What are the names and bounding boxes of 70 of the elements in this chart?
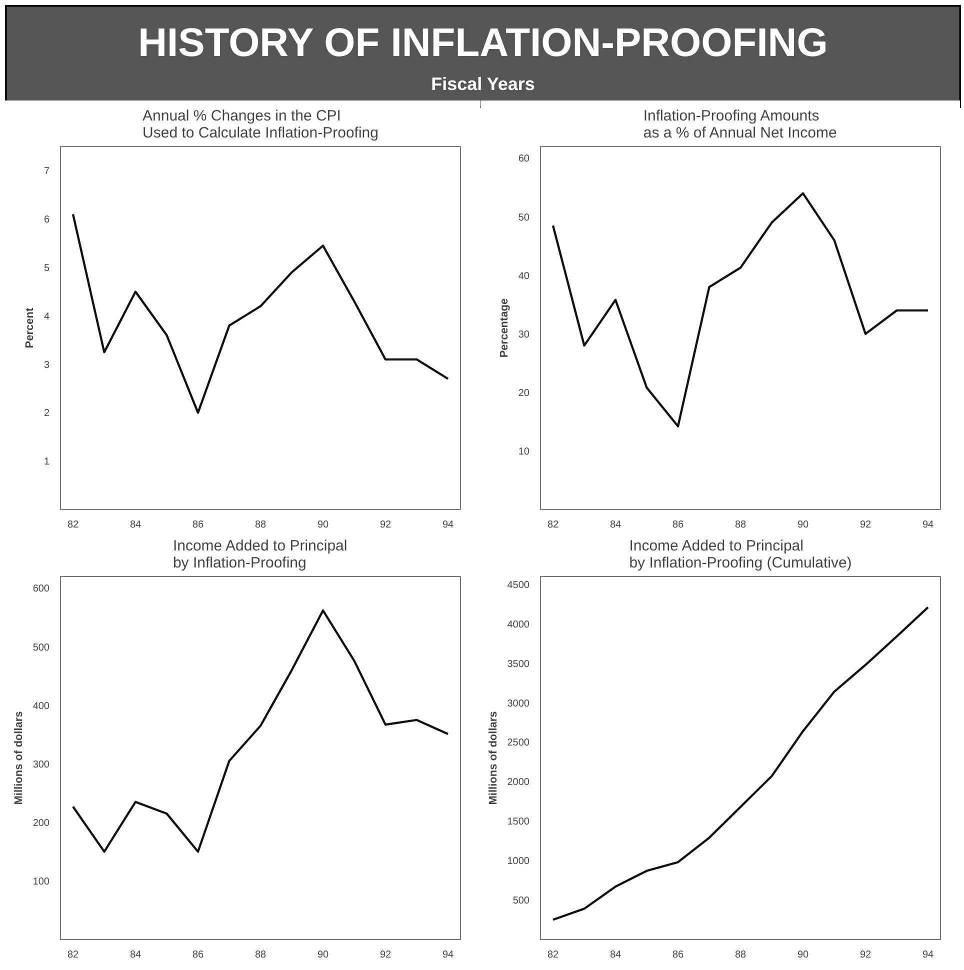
line-series [72, 609, 450, 853]
x-tick-label: 94 [442, 520, 454, 530]
line-series [72, 213, 450, 414]
x-tick-label: 94 [442, 950, 454, 960]
y-tick-label: 200 [32, 818, 50, 829]
x-tick-label: 92 [860, 520, 872, 530]
chart-title: Inflation-Proofing Amounts as a % of Annual Net Income [643, 108, 837, 142]
x-tick-label: 94 [922, 520, 934, 530]
y-tick-label: 10 [518, 446, 530, 458]
x-tick-label: 92 [380, 520, 392, 530]
chart-title: Income Added to Principal by Inflation-Proofing [172, 538, 348, 572]
x-tick-label: 92 [380, 950, 392, 960]
y-tick-label: 4500 [507, 580, 530, 591]
chart-title: Income Added to Principal by Inflation-Proofing (Cumulative) [629, 538, 852, 572]
y-tick-label: 20 [518, 388, 530, 399]
line-series [552, 606, 930, 921]
y-tick-label: 2500 [507, 738, 530, 749]
y-tick-label: 7 [44, 166, 50, 178]
x-tick-label: 84 [610, 520, 622, 530]
line-series [552, 192, 930, 428]
x-tick-label: 84 [610, 950, 622, 960]
y-tick-label: 100 [32, 876, 50, 888]
x-tick-label: 88 [734, 950, 746, 960]
x-tick-label: 94 [922, 950, 934, 960]
y-axis-title: Millions of dollars [487, 711, 500, 805]
x-tick-label: 92 [860, 950, 872, 960]
y-tick-label: 4 [44, 311, 50, 322]
x-tick-label: 82 [67, 520, 79, 530]
x-tick-label: 90 [797, 520, 809, 530]
x-tick-label: 90 [317, 520, 329, 530]
x-tick-label: 86 [192, 950, 204, 960]
chart-title: Annual % Changes in the CPI Used to Calculate Inflation-Proofing [142, 108, 378, 142]
y-axis-title: Percentage [498, 298, 510, 358]
y-tick-label: 60 [518, 154, 530, 165]
y-tick-label: 4000 [507, 619, 530, 630]
y-tick-label: 3 [44, 360, 50, 371]
y-tick-label: 50 [518, 212, 530, 224]
y-tick-label: 400 [32, 700, 50, 712]
x-tick-label: 90 [797, 950, 809, 960]
text: HISTORY OF INFLATION-PROOFING [137, 20, 829, 67]
x-tick-label: 86 [672, 520, 684, 530]
y-tick-label: 1000 [507, 856, 530, 868]
y-tick-label: 300 [32, 759, 50, 770]
y-axis-title: Percent [24, 307, 36, 348]
y-tick-label: 1 [44, 456, 50, 468]
y-tick-label: 2 [44, 408, 50, 420]
x-tick-label: 84 [130, 520, 142, 530]
y-tick-label: 500 [512, 896, 530, 907]
y-tick-label: 5 [44, 263, 50, 274]
y-tick-label: 40 [518, 270, 530, 282]
x-tick-label: 88 [254, 950, 266, 960]
x-tick-label: 86 [672, 950, 684, 960]
y-tick-label: 1500 [507, 816, 530, 828]
x-tick-label: 86 [192, 520, 204, 530]
y-tick-label: 2000 [507, 777, 530, 788]
x-tick-label: 88 [734, 520, 746, 530]
y-tick-label: 600 [32, 584, 50, 595]
y-tick-label: 500 [32, 642, 50, 654]
x-tick-label: 82 [547, 950, 559, 960]
y-tick-label: 3000 [507, 698, 530, 710]
text: Fiscal Years [430, 73, 536, 96]
y-tick-label: 3500 [507, 658, 530, 670]
x-tick-label: 82 [67, 950, 79, 960]
x-tick-label: 88 [254, 520, 266, 530]
x-tick-label: 90 [317, 950, 329, 960]
y-tick-label: 6 [44, 214, 50, 226]
y-axis-title: Millions of dollars [12, 711, 25, 805]
x-tick-label: 82 [547, 520, 559, 530]
x-tick-label: 84 [130, 950, 142, 960]
y-tick-label: 30 [518, 329, 530, 340]
